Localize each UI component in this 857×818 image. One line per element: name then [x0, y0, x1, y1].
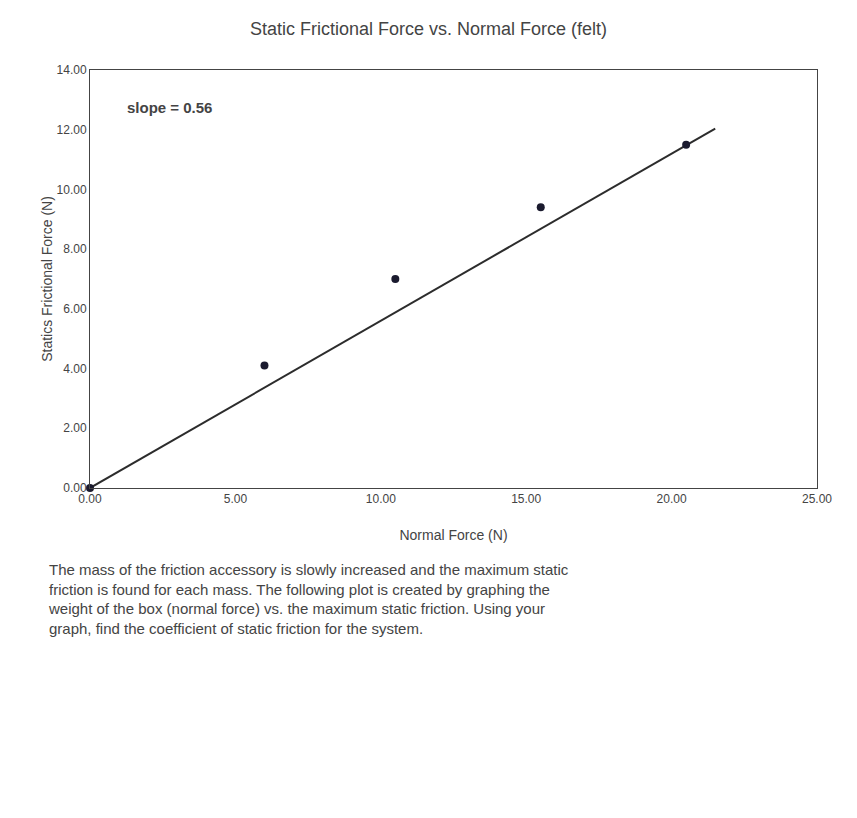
svg-text:8.00: 8.00: [63, 242, 87, 256]
svg-text:25.00: 25.00: [802, 492, 832, 506]
svg-text:10.00: 10.00: [57, 183, 87, 197]
svg-text:The mass of the friction acces: The mass of the friction accessory is sl…: [48, 561, 569, 637]
svg-text:14.00: 14.00: [57, 63, 87, 77]
svg-text:Static Frictional Force vs. No: Static Frictional Force vs. Normal Force…: [250, 19, 607, 39]
svg-text:Statics Frictional Force (N): Statics Frictional Force (N): [39, 196, 55, 362]
svg-text:15.00: 15.00: [511, 492, 541, 506]
svg-text:6.00: 6.00: [63, 302, 87, 316]
svg-text:20.00: 20.00: [657, 492, 687, 506]
svg-text:12.00: 12.00: [57, 123, 87, 137]
svg-text:slope = 0.56: slope = 0.56: [127, 99, 212, 116]
svg-text:0.00: 0.00: [63, 481, 87, 495]
svg-text:5.00: 5.00: [224, 492, 248, 506]
svg-text:2.00: 2.00: [63, 421, 87, 435]
svg-text:4.00: 4.00: [63, 362, 87, 376]
svg-text:0.00: 0.00: [78, 492, 102, 506]
svg-text:10.00: 10.00: [366, 492, 396, 506]
svg-text:Normal Force (N): Normal Force (N): [399, 527, 507, 543]
